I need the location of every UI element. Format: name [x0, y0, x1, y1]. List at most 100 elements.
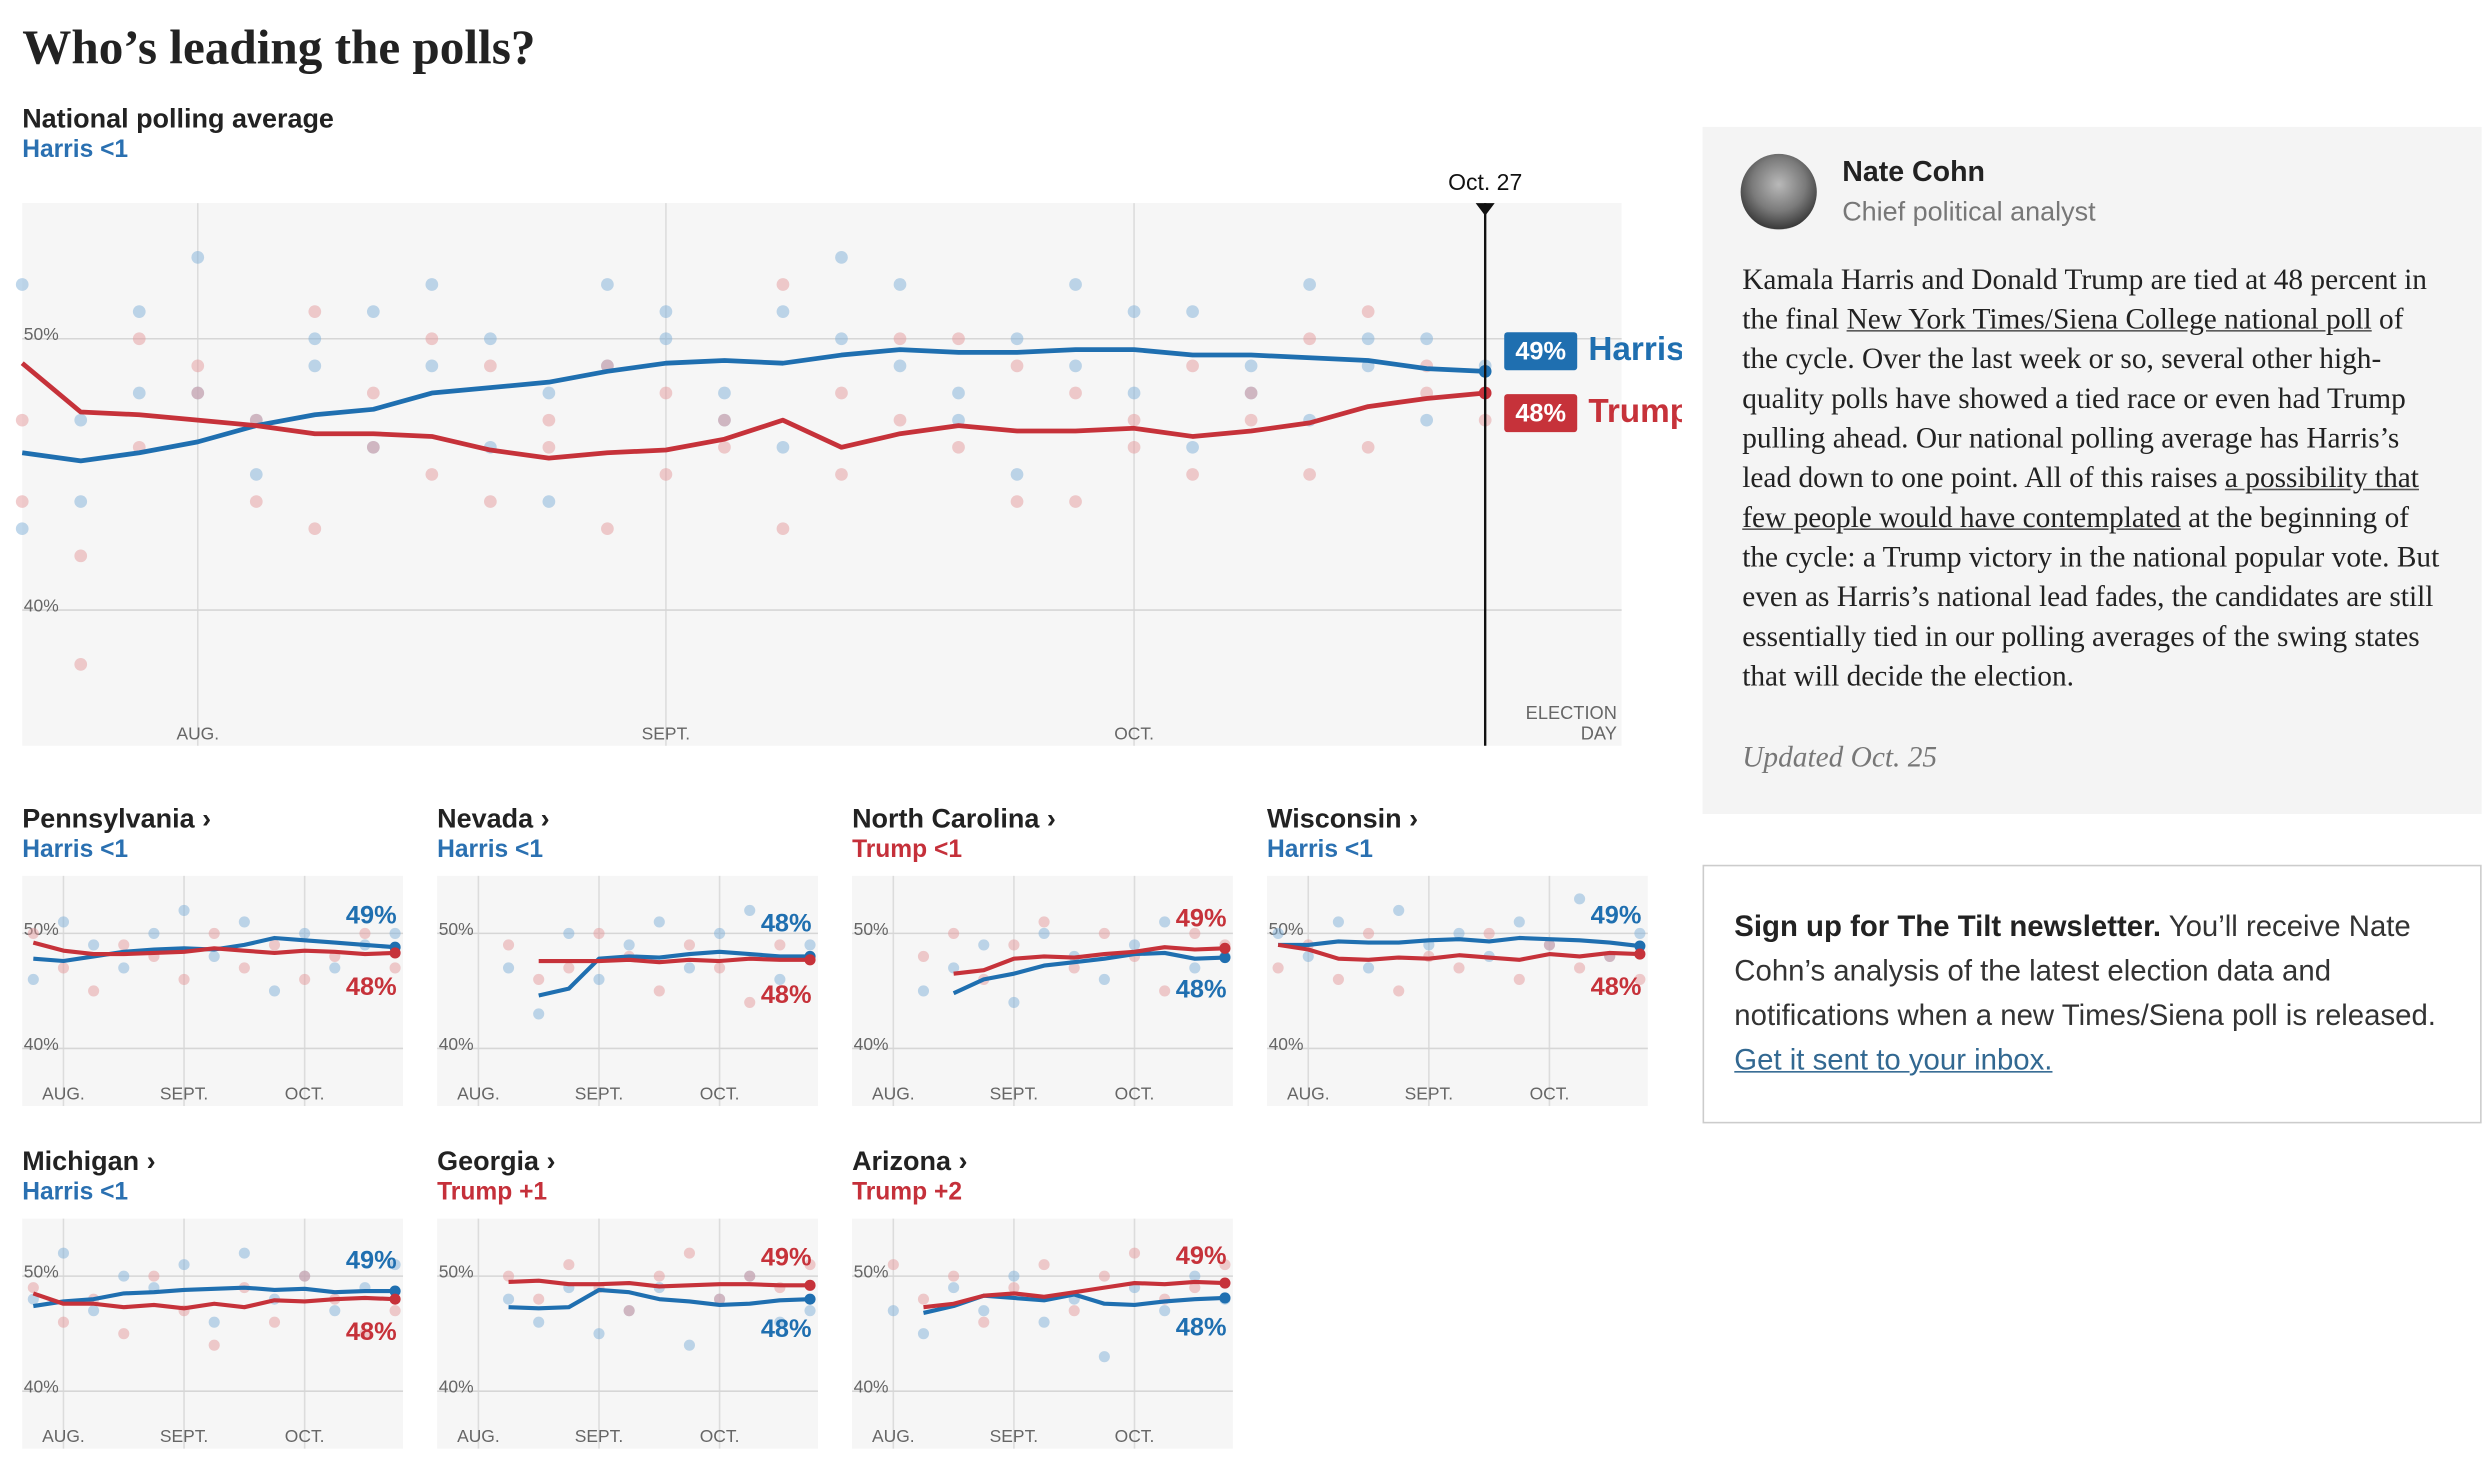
poll-dot: [1574, 962, 1586, 974]
poll-dot: [1098, 927, 1110, 939]
poll-dot: [835, 468, 848, 481]
poll-dot: [1010, 495, 1024, 508]
chart-title[interactable]: Arizona ›: [852, 1146, 967, 1176]
poll-dot: [15, 495, 29, 508]
link[interactable]: New York Times/Siena College national po…: [1846, 304, 2372, 337]
chart-title[interactable]: Pennsylvania ›: [22, 803, 211, 833]
poll-dot: [299, 973, 311, 985]
chart-title[interactable]: North Carolina ›: [852, 803, 1056, 833]
poll-dot: [1186, 305, 1199, 318]
x-tick-label: OCT.: [1115, 1083, 1155, 1103]
poll-dot: [774, 1316, 786, 1328]
trend-line: [20, 361, 1486, 461]
chart-title[interactable]: Wisconsin ›: [1267, 803, 1418, 833]
poll-dot: [484, 359, 497, 373]
poll-dot: [1098, 1270, 1110, 1282]
poll-dot: [718, 440, 731, 454]
chart: North Carolina › Trump <1 AUG. SEPT. OCT. 50%…: [852, 803, 1233, 1106]
y-tick-label: 40%: [439, 1034, 474, 1054]
poll-dot: [623, 939, 635, 951]
poll-dot: [659, 305, 673, 318]
poll-dot: [774, 939, 786, 951]
poll-dot: [948, 962, 960, 974]
poll-dot: [1219, 1259, 1231, 1271]
link[interactable]: a possibility that few people would have…: [1742, 463, 2419, 535]
poll-dot: [178, 973, 190, 985]
trend-line: [953, 945, 1226, 976]
poll-dot: [299, 1270, 311, 1282]
poll-dot: [57, 1316, 70, 1328]
poll-dot: [88, 939, 100, 951]
poll-dot: [1186, 440, 1199, 454]
chart: Michigan › Harris <1 AUG. SEPT. OCT. 50% 40% 49…: [22, 1146, 404, 1449]
x-tick-label: SEPT.: [575, 1083, 623, 1103]
poll-dot: [191, 251, 205, 264]
x-tick-label: SEPT.: [160, 1426, 208, 1446]
poll-dot: [1068, 962, 1080, 974]
poll-dot: [74, 413, 88, 427]
text-segment: Sign up for The Tilt newsletter.: [1734, 909, 2162, 943]
poll-dot: [659, 468, 673, 481]
election-day-label: ELECTION: [1526, 702, 1617, 723]
y-tick-label: 50%: [854, 1262, 889, 1282]
trend-line: [508, 1287, 811, 1311]
poll-dot: [249, 495, 263, 508]
chart-title[interactable]: Georgia ›: [437, 1146, 555, 1176]
poll-dot: [952, 332, 965, 346]
poll-dot: [359, 1328, 371, 1340]
poll-dot: [191, 359, 205, 373]
x-tick-label: OCT.: [1115, 1426, 1155, 1446]
poll-dot: [1008, 939, 1020, 951]
poll-dot: [563, 962, 575, 974]
poll-dot: [1303, 332, 1316, 346]
avatar: [1740, 153, 1817, 231]
y-tick-label: 40%: [24, 1034, 59, 1054]
chart-subtitle: Harris <1: [1267, 836, 1373, 863]
end-dot: [1219, 942, 1231, 954]
poll-dot: [744, 904, 756, 916]
value-label: 48%: [1591, 973, 1642, 1001]
x-tick-label: AUG.: [457, 1083, 500, 1103]
plot-area: [852, 1218, 1233, 1449]
trend-line: [33, 1285, 396, 1309]
poll-dot: [1483, 927, 1495, 939]
poll-dot: [425, 468, 439, 481]
poll-dot: [132, 305, 146, 318]
poll-dot: [593, 973, 605, 985]
poll-dot: [1008, 1270, 1020, 1282]
poll-dot: [268, 985, 281, 997]
link[interactable]: Get it sent to your inbox.: [1734, 1042, 2053, 1076]
poll-dot: [1010, 359, 1024, 373]
poll-dot: [15, 278, 29, 291]
chart: Georgia › Trump +1 AUG. SEPT. OCT. 50% 40% 49% 4…: [437, 1146, 818, 1449]
poll-dot: [653, 985, 665, 997]
poll-dot: [1127, 440, 1141, 454]
value-label: 49%: [1176, 904, 1227, 932]
poll-dot: [683, 962, 695, 974]
poll-dot: [366, 440, 380, 454]
poll-dot: [533, 1293, 545, 1305]
poll-dot: [389, 962, 401, 974]
poll-dot: [948, 1270, 960, 1282]
poll-dot: [132, 332, 146, 346]
chart-title[interactable]: Michigan ›: [22, 1146, 155, 1176]
value-label: 49%: [1591, 901, 1642, 929]
trend-line: [952, 950, 1226, 996]
poll-dot: [835, 251, 848, 264]
poll-dot: [1634, 927, 1646, 939]
poll-dot: [533, 973, 545, 985]
poll-dot: [774, 973, 786, 985]
poll-dot: [1272, 962, 1284, 974]
text-segment: of the cycle. Over the last week or so, …: [1742, 304, 2406, 496]
poll-dot: [178, 904, 190, 916]
poll-dot: [178, 1259, 190, 1271]
poll-dot: [1008, 996, 1020, 1008]
value-label: 49%: [1515, 338, 1566, 366]
poll-dot: [238, 1247, 250, 1259]
y-tick-label: 40%: [24, 596, 59, 616]
chart-title[interactable]: Nevada ›: [437, 803, 549, 833]
poll-dot: [653, 1270, 665, 1282]
x-tick-label: OCT.: [285, 1083, 325, 1103]
poll-dot: [1393, 985, 1405, 997]
poll-dot: [1038, 1316, 1050, 1328]
